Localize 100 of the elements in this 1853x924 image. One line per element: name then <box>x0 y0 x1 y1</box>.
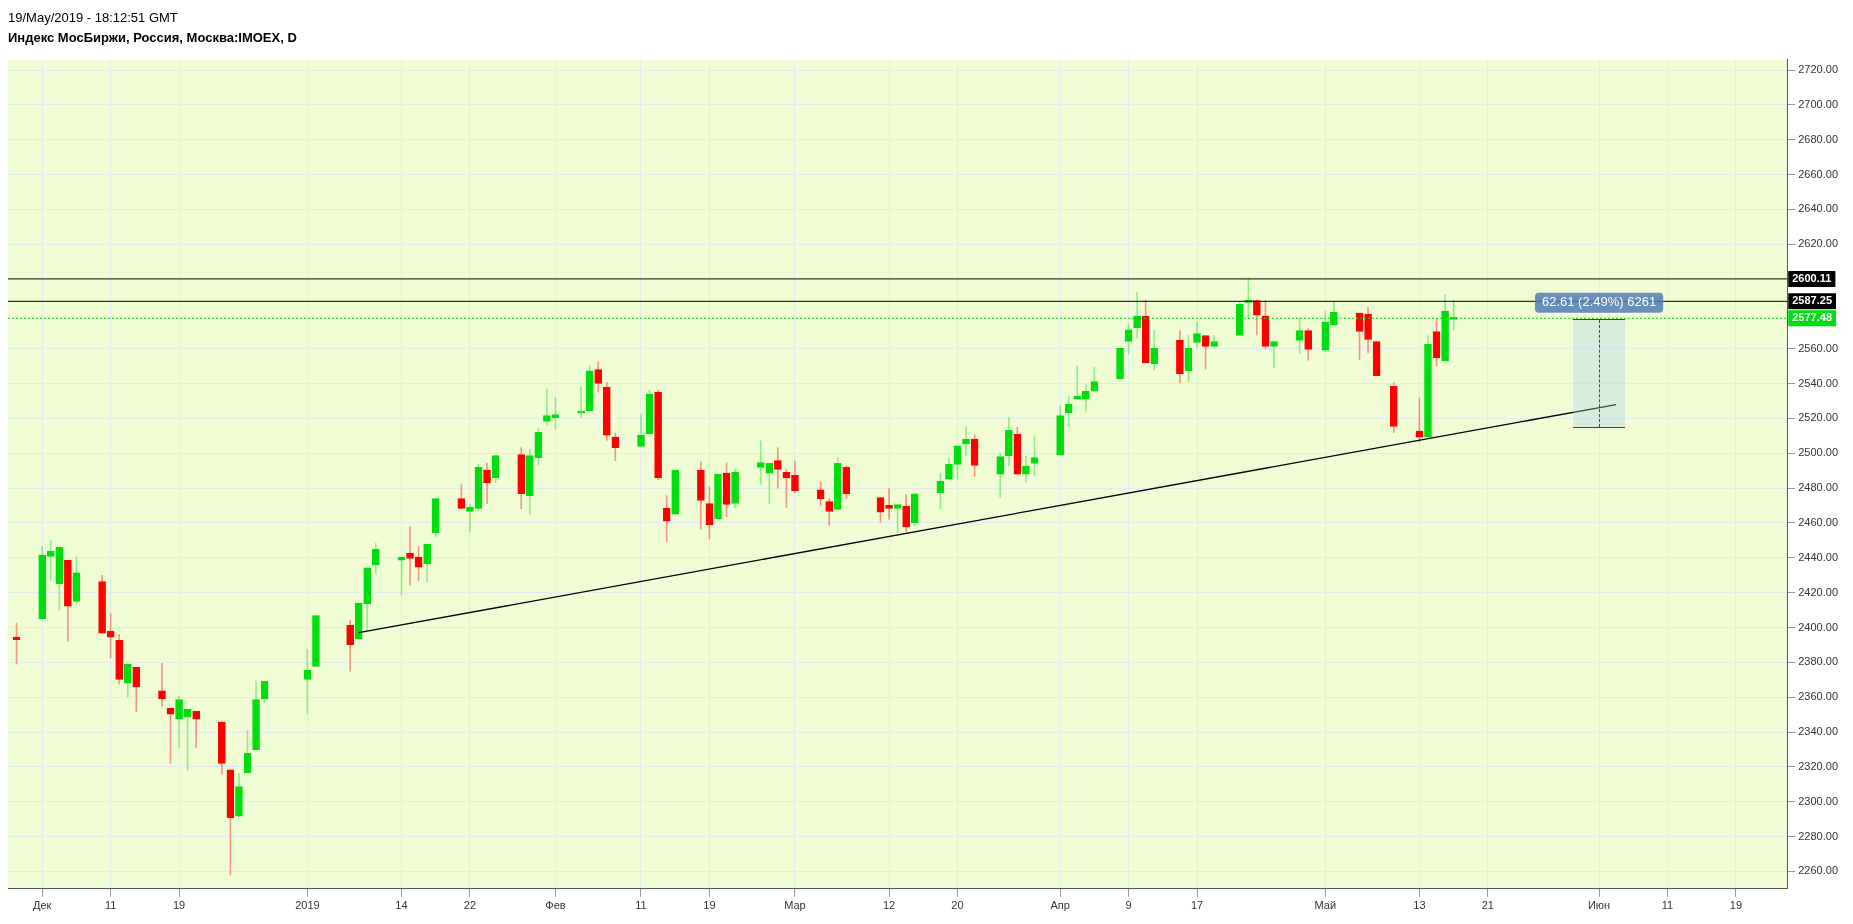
x-tick-label: 11 <box>104 899 117 912</box>
candlestick <box>354 602 363 640</box>
y-tick-label: 2640.00 <box>1798 202 1838 215</box>
y-tick-label: 2420.00 <box>1798 585 1838 598</box>
y-tick-label: 2440.00 <box>1798 550 1838 563</box>
candlestick <box>1176 330 1184 384</box>
candlestick <box>756 440 765 485</box>
candlestick <box>235 773 243 817</box>
y-tick-label: 2260.00 <box>1798 864 1838 877</box>
candlestick <box>175 695 183 749</box>
chart-subtitle: 19/May/2019 - 18:12:51 GMT <box>8 9 179 27</box>
y-tick-label: 2520.00 <box>1798 411 1838 424</box>
candlestick <box>1022 455 1030 483</box>
candlestick <box>996 453 1005 498</box>
candlestick <box>431 498 440 538</box>
x-tick-label: 9 <box>1125 899 1132 912</box>
y-tick-label: 2360.00 <box>1798 690 1838 703</box>
candlestick <box>1424 335 1432 438</box>
candlestick <box>1004 416 1013 466</box>
candlestick <box>731 468 739 508</box>
candlestick <box>1064 395 1073 427</box>
candlestick <box>1270 341 1278 369</box>
y-tick-label: 2300.00 <box>1798 794 1838 807</box>
x-tick-label: 19 <box>1729 899 1743 912</box>
candlestick <box>902 494 910 532</box>
candlestick <box>192 710 201 749</box>
x-tick-label: 19 <box>703 899 716 912</box>
candlestick <box>158 662 166 707</box>
x-tick-label: 21 <box>1481 899 1494 912</box>
candlestick <box>517 447 526 510</box>
candlestick <box>483 462 491 505</box>
x-tick-label: 11 <box>1661 899 1674 912</box>
candlestick <box>1056 405 1064 456</box>
x-tick-label: Май <box>1314 899 1337 912</box>
x-tick-label: Мар <box>784 899 806 912</box>
candlestick <box>423 544 431 583</box>
candlestick <box>406 526 414 586</box>
candlestick <box>602 382 611 441</box>
candlestick <box>543 388 551 426</box>
candlestick <box>98 574 106 634</box>
y-tick-label: 2560.00 <box>1798 341 1838 354</box>
candlestick <box>525 449 534 515</box>
candlestick <box>1253 300 1261 336</box>
x-tick-label: Фев <box>545 899 566 912</box>
ref-line-label: 2600.11 <box>1792 271 1832 284</box>
y-tick-label: 2700.00 <box>1798 97 1838 110</box>
y-tick-label: 2500.00 <box>1798 446 1838 459</box>
candlestick <box>1193 321 1201 348</box>
candlestick <box>885 488 893 520</box>
candlestick <box>1389 382 1398 433</box>
annotation: 62.61 (2.49%) 6261 <box>1541 294 1657 310</box>
x-tick-label: 11 <box>635 899 647 912</box>
candlestick <box>252 680 260 751</box>
y-tick-label: 2460.00 <box>1798 516 1838 529</box>
ref-line-label: 2587.25 <box>1792 294 1832 307</box>
y-tick-label: 2480.00 <box>1798 481 1838 494</box>
x-tick-label: 17 <box>1190 899 1204 912</box>
y-tick-label: 2340.00 <box>1798 725 1838 738</box>
x-tick-label: 14 <box>395 899 408 912</box>
x-tick-label: 22 <box>463 899 477 912</box>
candlestick <box>1210 335 1218 347</box>
candlestick <box>1364 306 1372 353</box>
candlestick <box>1304 328 1313 361</box>
candlestick <box>945 457 953 480</box>
x-tick-label: Апр <box>1050 899 1070 912</box>
x-tick-label: 12 <box>882 899 896 912</box>
candlestick <box>346 619 354 672</box>
candlestick <box>371 542 380 575</box>
candlestick <box>765 463 774 505</box>
candlestick <box>1116 347 1124 379</box>
candlestick <box>910 493 919 527</box>
candlestick <box>637 413 645 447</box>
candlestick <box>123 663 132 698</box>
candlestick <box>115 633 124 685</box>
candlestick <box>1321 310 1330 352</box>
y-tick-label: 2280.00 <box>1798 829 1838 842</box>
y-tick-label: 2660.00 <box>1798 167 1838 180</box>
y-tick-label: 2540.00 <box>1798 376 1838 389</box>
candlestick <box>842 465 851 499</box>
candlestick <box>363 567 372 631</box>
candlestick <box>466 504 474 533</box>
candlestick <box>791 460 799 494</box>
y-tick-label: 2320.00 <box>1798 759 1838 772</box>
chart-title: Индекс МосБиржи, Россия, Москва:IMOEX, D <box>8 29 298 47</box>
candlestick <box>714 473 722 520</box>
candlestick <box>671 469 680 515</box>
y-tick-label: 2620.00 <box>1798 237 1838 250</box>
x-tick-label: Дек <box>33 899 52 912</box>
candlestick <box>312 615 320 667</box>
x-tick-label: Июн <box>1587 899 1611 912</box>
x-tick-label: 2019 <box>295 899 320 912</box>
y-tick-label: 2680.00 <box>1798 132 1838 145</box>
y-tick-label: 2380.00 <box>1798 655 1838 668</box>
y-tick-label: 2400.00 <box>1798 620 1838 633</box>
candlestick <box>585 365 594 412</box>
y-tick-label: 2720.00 <box>1798 63 1838 76</box>
x-tick-label: 20 <box>951 899 964 912</box>
candlestick <box>218 720 226 775</box>
candlestick <box>1141 299 1150 364</box>
candlestick <box>654 389 662 481</box>
